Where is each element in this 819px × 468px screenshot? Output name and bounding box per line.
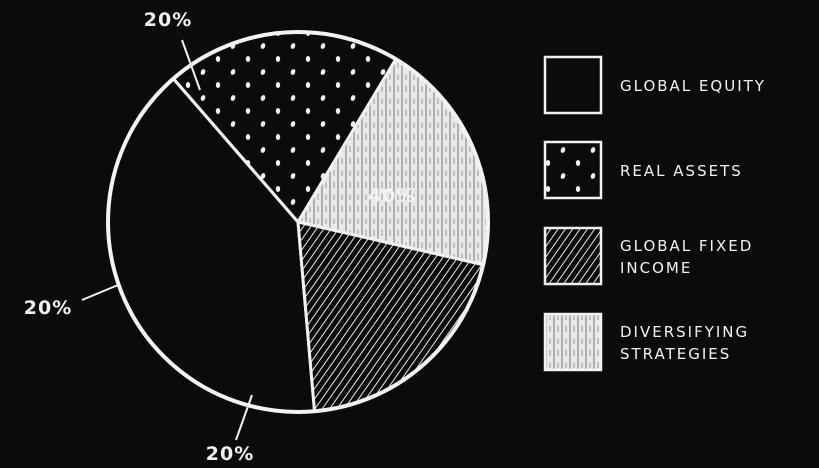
legend-item-real-assets: REAL ASSETS: [543, 140, 743, 200]
legend-item-diversifying-strategies: DIVERSIFYING STRATEGIES: [543, 312, 749, 372]
slice-label-diversifying-strategies: 20%: [24, 297, 72, 319]
legend-label: INCOME: [620, 259, 692, 277]
slice-label-global-fixed-income: 20%: [206, 443, 254, 465]
slices-layer: [106, 30, 490, 414]
leader-line-real-assets: [181, 39, 201, 91]
labels-layer: 40% 20% 20% 20%: [24, 9, 416, 465]
legend: GLOBAL EQUITY REAL ASSETS GLOBAL FIXED INCO…: [543, 55, 766, 372]
legend-label: GLOBAL EQUITY: [620, 77, 766, 95]
legend-item-global-fixed-income: GLOBAL FIXED INCOME: [543, 226, 753, 286]
legend-item-global-equity: GLOBAL EQUITY: [543, 55, 766, 115]
leader-line-diversifying-strategies: [81, 284, 119, 301]
legend-label: STRATEGIES: [620, 345, 731, 363]
legend-swatch-solid: [543, 55, 603, 115]
legend-label: DIVERSIFYING: [620, 323, 749, 341]
legend-swatch-vertical-texture: [543, 312, 603, 372]
legend-swatch-dots: [543, 140, 603, 200]
legend-label: REAL ASSETS: [620, 162, 743, 180]
legend-label: GLOBAL FIXED: [620, 237, 753, 255]
legend-swatch-diagonal-hatch: [543, 226, 603, 286]
slice-label-real-assets: 20%: [144, 9, 192, 31]
slice-label-global-equity: 40%: [368, 185, 416, 207]
pie-outline: [106, 30, 490, 414]
leader-line-global-fixed-income: [235, 394, 253, 441]
